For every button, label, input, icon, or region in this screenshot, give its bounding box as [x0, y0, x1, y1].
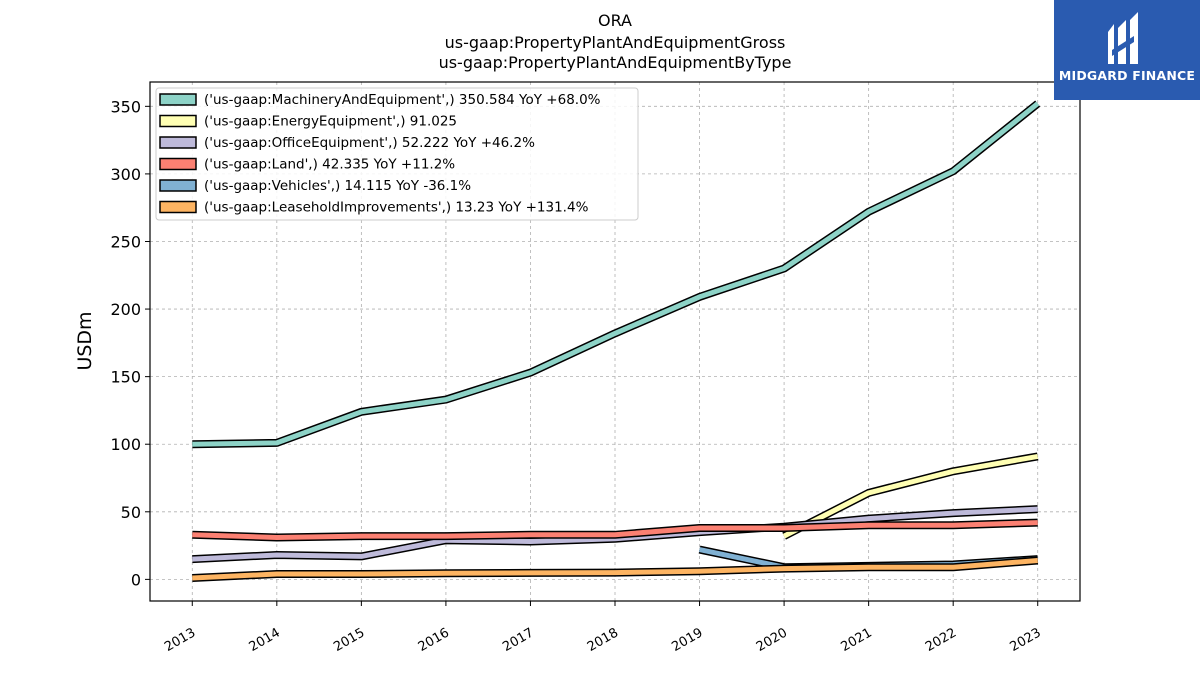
- legend-label: ('us-gaap:OfficeEquipment',) 52.222 YoY …: [204, 135, 535, 151]
- x-tick-label: 2014: [247, 625, 283, 655]
- legend-swatch: [159, 200, 197, 214]
- series-stroke: [192, 558, 1038, 581]
- legend-label: ('us-gaap:LeaseholdImprovements',) 13.23…: [204, 200, 589, 216]
- series-stroke: [782, 453, 1039, 539]
- y-tick-label: 0: [131, 570, 141, 589]
- legend-swatch: [159, 157, 197, 171]
- series-line: [782, 452, 1039, 540]
- x-tick-label: 2020: [754, 625, 790, 655]
- x-tick-label: 2022: [923, 625, 959, 655]
- series-stroke: [192, 101, 1040, 447]
- y-tick-label: 300: [110, 165, 141, 184]
- legend-box: [155, 87, 639, 221]
- x-tick-label: 2019: [669, 625, 705, 655]
- x-tick-label: 2023: [1008, 625, 1044, 655]
- brand-logo: MIDGARD FINANCE: [1054, 0, 1200, 100]
- y-tick-label: 150: [110, 368, 141, 387]
- y-axis-label: USDm: [74, 311, 96, 370]
- legend-swatch: [159, 93, 197, 106]
- midgard-logo-icon: [1108, 12, 1138, 64]
- x-tick-label: 2015: [331, 625, 367, 655]
- y-tick-label: 200: [110, 300, 141, 319]
- legend-label: ('us-gaap:Vehicles',) 14.115 YoY -36.1%: [204, 178, 471, 194]
- legend-swatch: [159, 136, 197, 149]
- x-tick-label: 2013: [162, 625, 198, 655]
- x-tick-label: 2018: [585, 625, 621, 655]
- x-axis: 2013 2014 2015 2016 2017 2018 2019 2020 2021 2022…: [162, 601, 1044, 655]
- chart-title-line-2: us-gaap:PropertyPlantAndEquipmentGross: [445, 33, 786, 52]
- legend: ('us-gaap:MachineryAndEquipment',) 350.5…: [155, 87, 639, 221]
- series-line: [192, 100, 1041, 449]
- series-line: [192, 518, 1038, 542]
- legend-label: ('us-gaap:Land',) 42.335 YoY +11.2%: [204, 157, 455, 173]
- brand-name: MIDGARD FINANCE: [1058, 68, 1196, 83]
- y-tick-label: 250: [110, 232, 141, 251]
- series-line: [192, 556, 1039, 582]
- legend-label: ('us-gaap:MachineryAndEquipment',) 350.5…: [204, 92, 601, 108]
- series-lines: [192, 100, 1041, 582]
- chart-title-line-3: us-gaap:PropertyPlantAndEquipmentByType: [439, 53, 792, 72]
- x-tick-label: 2016: [416, 625, 452, 655]
- series-stroke: [192, 520, 1038, 540]
- legend-label: ('us-gaap:EnergyEquipment',) 91.025: [204, 114, 457, 130]
- x-tick-label: 2017: [500, 625, 536, 655]
- chart-title: ORA us-gaap:PropertyPlantAndEquipmentGro…: [439, 11, 792, 72]
- y-axis: 0 50 100 150 200 250 300 350: [110, 97, 150, 589]
- y-tick-label: 50: [121, 503, 141, 522]
- y-tick-label: 350: [110, 97, 141, 116]
- x-tick-label: 2021: [838, 625, 874, 655]
- legend-swatch: [159, 179, 197, 192]
- legend-swatch: [159, 114, 197, 128]
- chart-title-line-1: ORA: [598, 11, 632, 30]
- y-tick-label: 100: [110, 435, 141, 454]
